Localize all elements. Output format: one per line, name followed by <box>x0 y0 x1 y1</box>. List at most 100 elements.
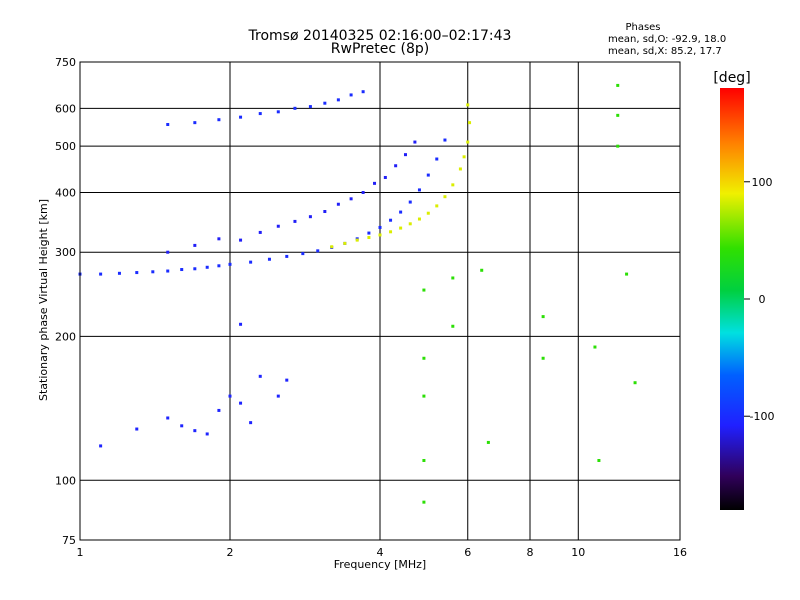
data-point <box>135 427 139 431</box>
data-point <box>217 237 221 241</box>
x-tick-label: 10 <box>571 546 585 559</box>
data-point <box>480 268 484 272</box>
data-point <box>349 197 353 201</box>
data-point <box>258 230 262 234</box>
data-point <box>323 210 327 214</box>
data-point <box>293 106 297 110</box>
x-tick-label: 1 <box>77 546 84 559</box>
y-tick-label: 600 <box>55 102 76 115</box>
data-point <box>408 222 412 226</box>
chart-subtitle: RwPretec (8p) <box>331 41 429 57</box>
data-point <box>468 121 472 125</box>
y-axis-ticks: 75 100 200 300 400 500 600 750 <box>55 56 76 547</box>
data-point <box>166 123 170 127</box>
data-point <box>308 105 312 109</box>
data-point <box>458 167 462 171</box>
data-point <box>180 268 184 272</box>
data-point <box>462 155 466 159</box>
y-tick-label: 200 <box>55 330 76 343</box>
data-point <box>217 118 221 122</box>
data-point <box>422 356 426 360</box>
data-point <box>276 394 280 398</box>
data-point <box>422 500 426 504</box>
data-point <box>336 98 340 102</box>
data-point <box>399 210 403 214</box>
data-point <box>355 238 359 242</box>
data-point <box>593 345 597 349</box>
data-point <box>117 271 121 275</box>
colorbar-tick-label: 0 <box>759 293 766 306</box>
data-point <box>383 175 387 179</box>
data-point <box>193 267 197 271</box>
data-point <box>301 252 305 256</box>
data-points <box>78 83 637 504</box>
data-point <box>422 394 426 398</box>
data-point <box>361 190 365 194</box>
legend-o-mode-stats: mean, sd,O: -92.9, 18.0 <box>608 34 726 45</box>
data-point <box>426 173 430 177</box>
data-point <box>193 121 197 125</box>
data-point <box>443 138 447 142</box>
x-tick-label: 8 <box>527 546 534 559</box>
data-point <box>616 113 620 117</box>
data-point <box>417 217 421 221</box>
data-point <box>323 101 327 105</box>
data-point <box>417 188 421 192</box>
data-point <box>193 243 197 247</box>
data-point <box>285 254 289 258</box>
data-point <box>343 241 347 245</box>
y-tick-label: 750 <box>55 56 76 69</box>
legend-title: Phases <box>625 22 660 33</box>
x-axis-ticks: 1 2 4 6 8 10 16 <box>77 546 688 559</box>
data-point <box>166 250 170 254</box>
data-point <box>258 374 262 378</box>
data-point <box>399 226 403 230</box>
data-point <box>349 93 353 97</box>
x-tick-label: 4 <box>377 546 384 559</box>
data-point <box>389 230 393 234</box>
data-point <box>193 429 197 433</box>
data-point <box>597 458 601 462</box>
data-point <box>378 225 382 229</box>
data-point <box>239 115 243 119</box>
data-point <box>267 257 271 261</box>
data-point <box>228 394 232 398</box>
data-point <box>217 264 221 268</box>
data-point <box>205 265 209 269</box>
data-point <box>166 416 170 420</box>
x-axis-label: Frequency [MHz] <box>334 558 426 571</box>
y-axis-label: Stationary phase Virtual Height [km] <box>37 199 50 401</box>
data-point <box>330 245 334 249</box>
data-point <box>616 144 620 148</box>
data-point <box>336 202 340 206</box>
data-point <box>426 211 430 215</box>
data-point <box>403 153 407 157</box>
data-point <box>239 238 243 242</box>
data-point <box>276 110 280 114</box>
x-tick-label: 16 <box>673 546 687 559</box>
data-point <box>99 272 103 276</box>
data-point <box>486 440 490 444</box>
data-point <box>435 157 439 161</box>
data-point <box>435 204 439 208</box>
colorbar <box>720 88 744 510</box>
data-point <box>258 112 262 116</box>
data-point <box>293 219 297 223</box>
data-point <box>205 432 209 436</box>
y-tick-label: 500 <box>55 140 76 153</box>
data-point <box>217 408 221 412</box>
data-point <box>451 183 455 187</box>
data-point <box>451 276 455 280</box>
y-tick-label: 300 <box>55 246 76 259</box>
grid-lines <box>80 62 680 540</box>
colorbar-label: [deg] <box>713 70 750 86</box>
colorbar-ticks: 100 0 -100 <box>744 176 774 423</box>
data-point <box>394 164 398 168</box>
data-point <box>443 195 447 199</box>
data-point <box>166 269 170 273</box>
data-point <box>367 236 371 240</box>
data-point <box>422 288 426 292</box>
data-point <box>308 215 312 219</box>
data-point <box>541 356 545 360</box>
data-point <box>135 271 139 275</box>
